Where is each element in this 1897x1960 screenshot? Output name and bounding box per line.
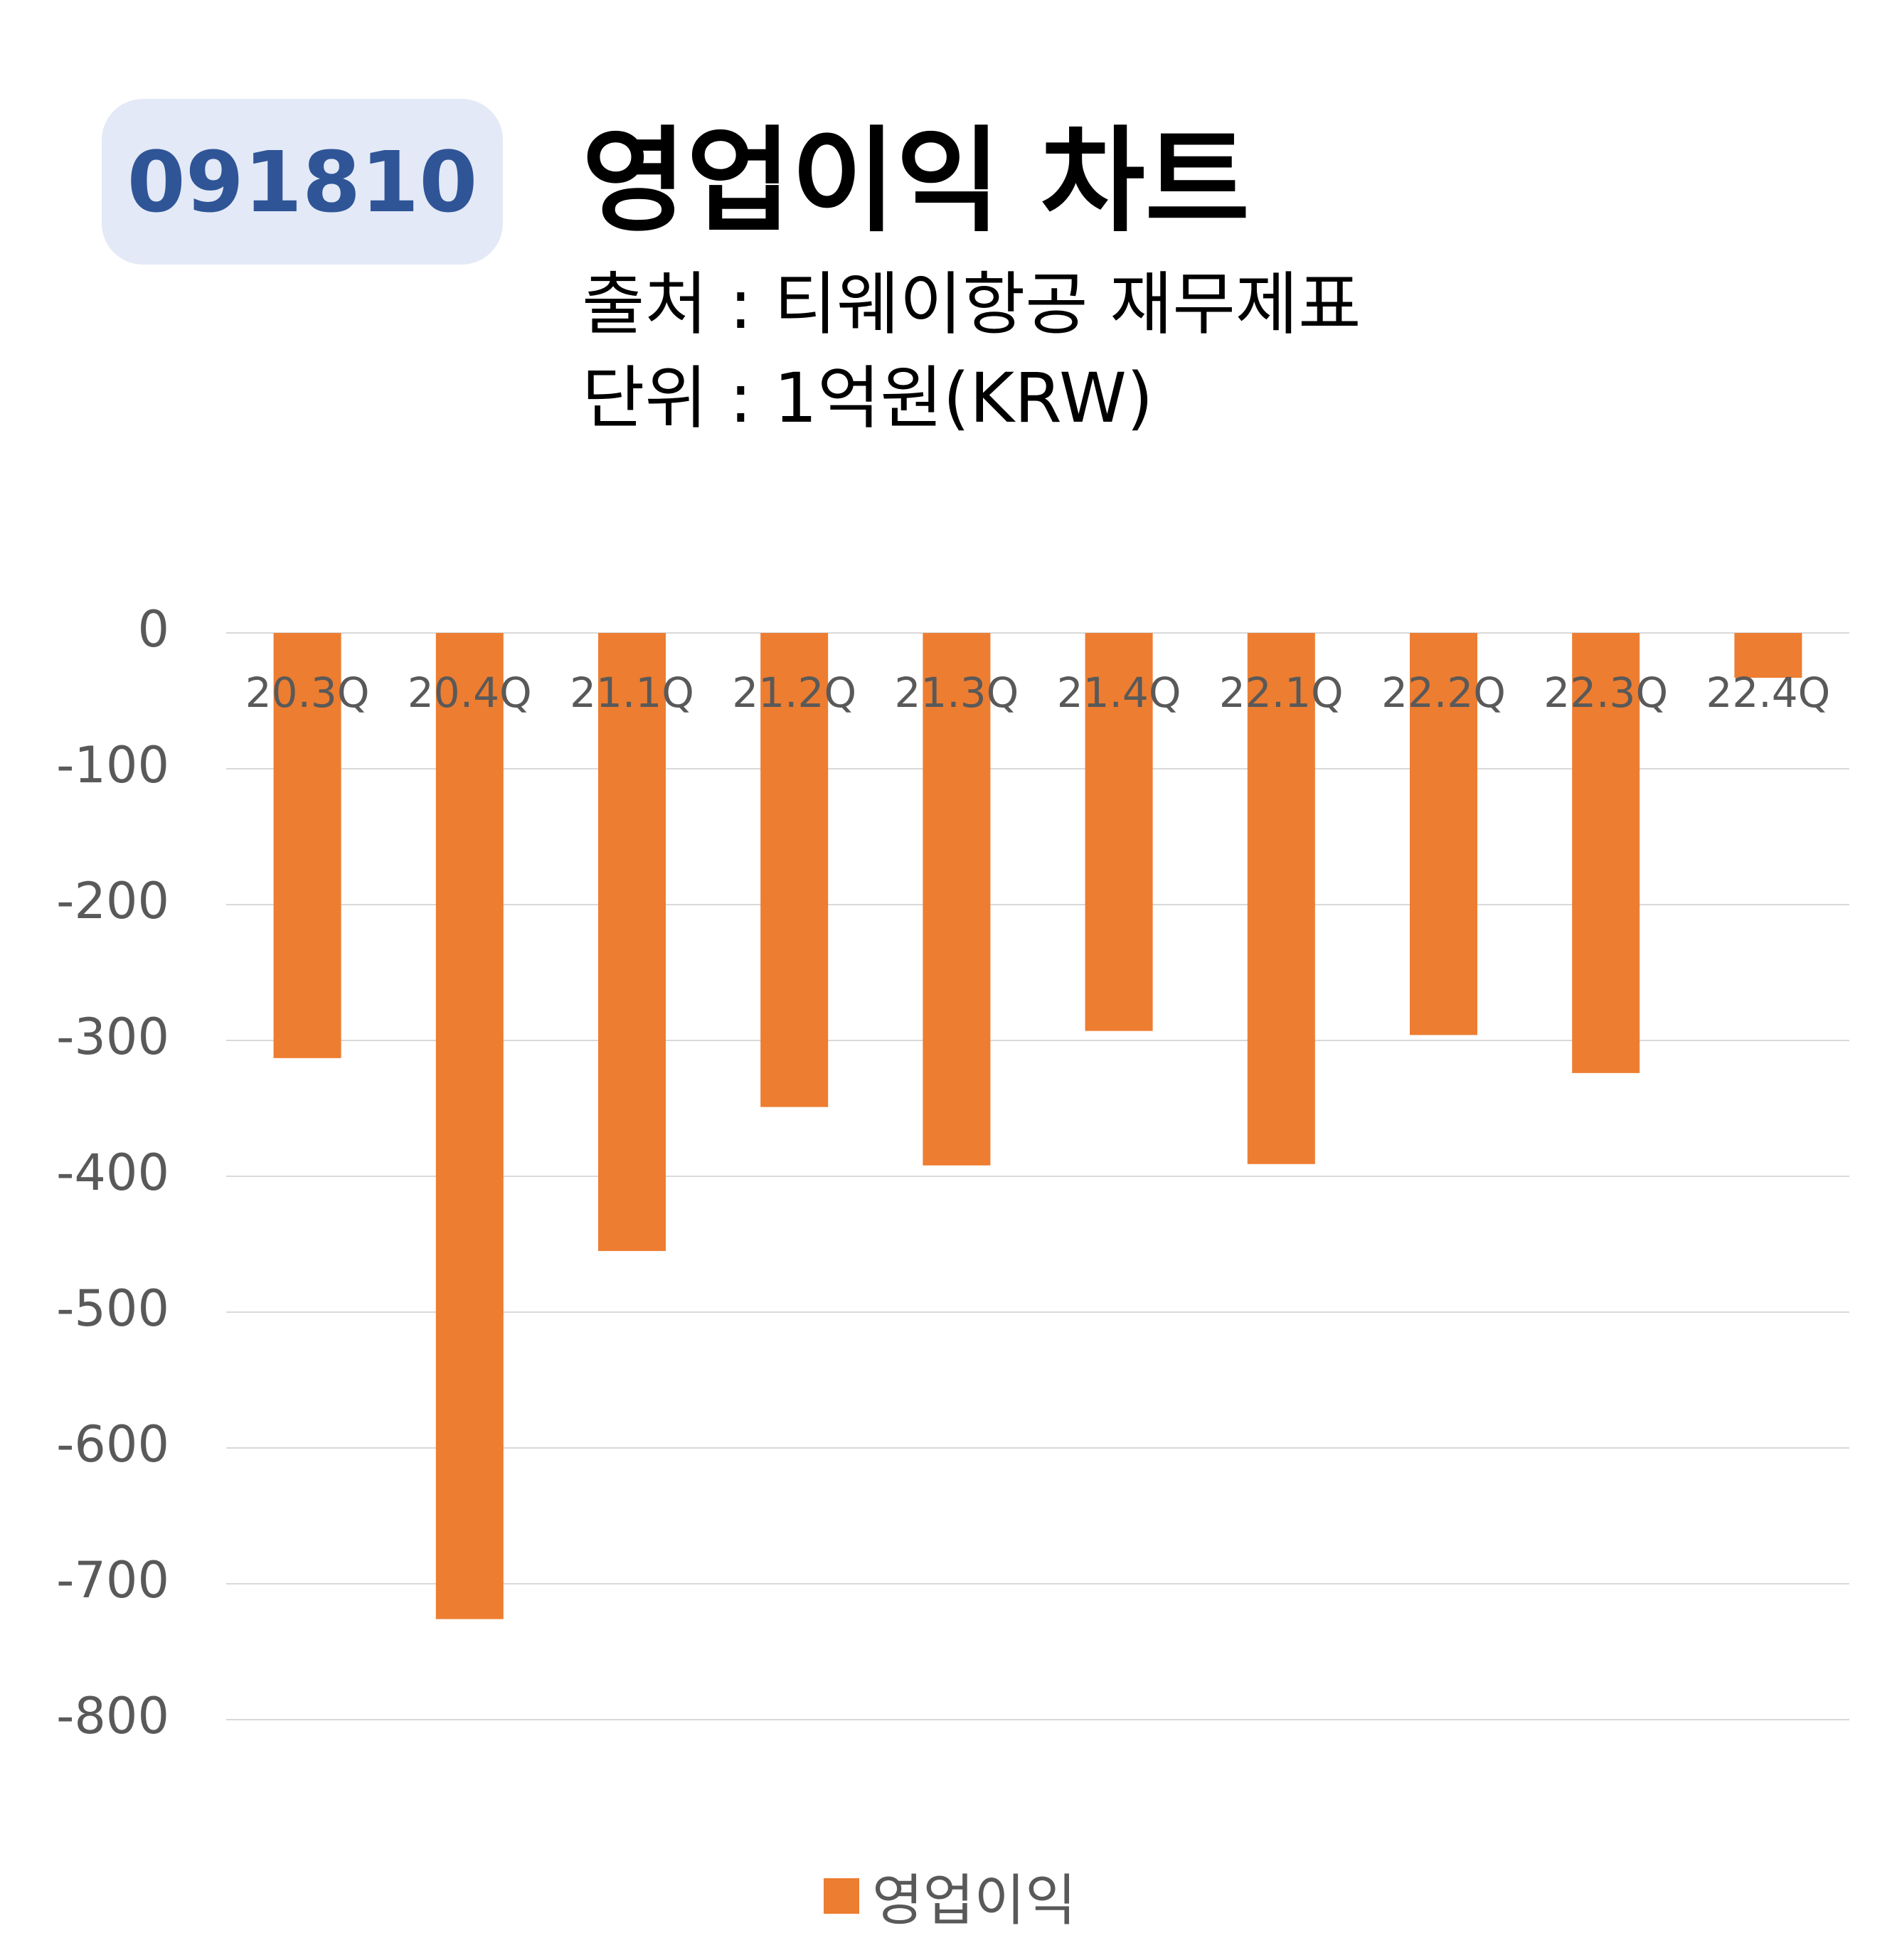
bar <box>598 633 666 1252</box>
y-tick-label: -500 <box>56 1279 169 1338</box>
y-tick-label: -400 <box>56 1144 169 1202</box>
bars <box>273 633 1802 1619</box>
y-tick-label: -800 <box>56 1687 169 1745</box>
bar <box>435 633 504 1619</box>
chart-title: 영업이익 차트 <box>582 114 1250 247</box>
x-tick-label: 21.2Q <box>732 669 856 717</box>
x-tick-label: 21.4Q <box>1057 669 1181 717</box>
x-tick-label: 20.4Q <box>408 669 532 717</box>
y-tick-label: -200 <box>56 872 169 930</box>
bar <box>1734 633 1802 678</box>
legend-swatch <box>824 1878 859 1914</box>
x-tick-label: 21.3Q <box>895 669 1019 717</box>
y-tick-label: -100 <box>56 736 169 794</box>
y-tick-label: -600 <box>56 1415 169 1474</box>
ticker-code: 091810 <box>127 132 478 231</box>
x-tick-label: 22.1Q <box>1219 669 1344 717</box>
ticker-badge: 091810 <box>102 99 503 265</box>
x-tick-label: 20.3Q <box>245 669 370 717</box>
unit-line: 단위 : 1억원(KRW) <box>582 358 1154 438</box>
bar <box>1247 633 1315 1164</box>
x-axis-labels: 20.3Q 20.4Q 21.1Q 21.2Q 21.3Q 21.4Q 22.1Q 22.2Q… <box>245 669 1831 717</box>
x-tick-label: 22.4Q <box>1706 669 1831 717</box>
x-tick-label: 22.2Q <box>1381 669 1506 717</box>
y-tick-label: 0 <box>137 600 169 659</box>
y-axis-ticks: 0 -100 -200 -300 -400 -500 -600 -700 -800 <box>56 600 169 1745</box>
y-tick-label: -700 <box>56 1551 169 1609</box>
x-tick-label: 21.1Q <box>570 669 694 717</box>
bar <box>1085 633 1153 1031</box>
bar <box>760 633 829 1107</box>
x-tick-label: 22.3Q <box>1543 669 1668 717</box>
bar <box>1572 633 1640 1073</box>
legend-label: 영업이익 <box>872 1869 1077 1933</box>
source-line: 출처 : 티웨이항공 재무제표 <box>582 265 1361 344</box>
bar <box>923 633 991 1166</box>
bar <box>1410 633 1477 1035</box>
y-tick-label: -300 <box>56 1008 169 1066</box>
bar <box>273 633 341 1058</box>
legend: 영업이익 <box>824 1856 1076 1936</box>
